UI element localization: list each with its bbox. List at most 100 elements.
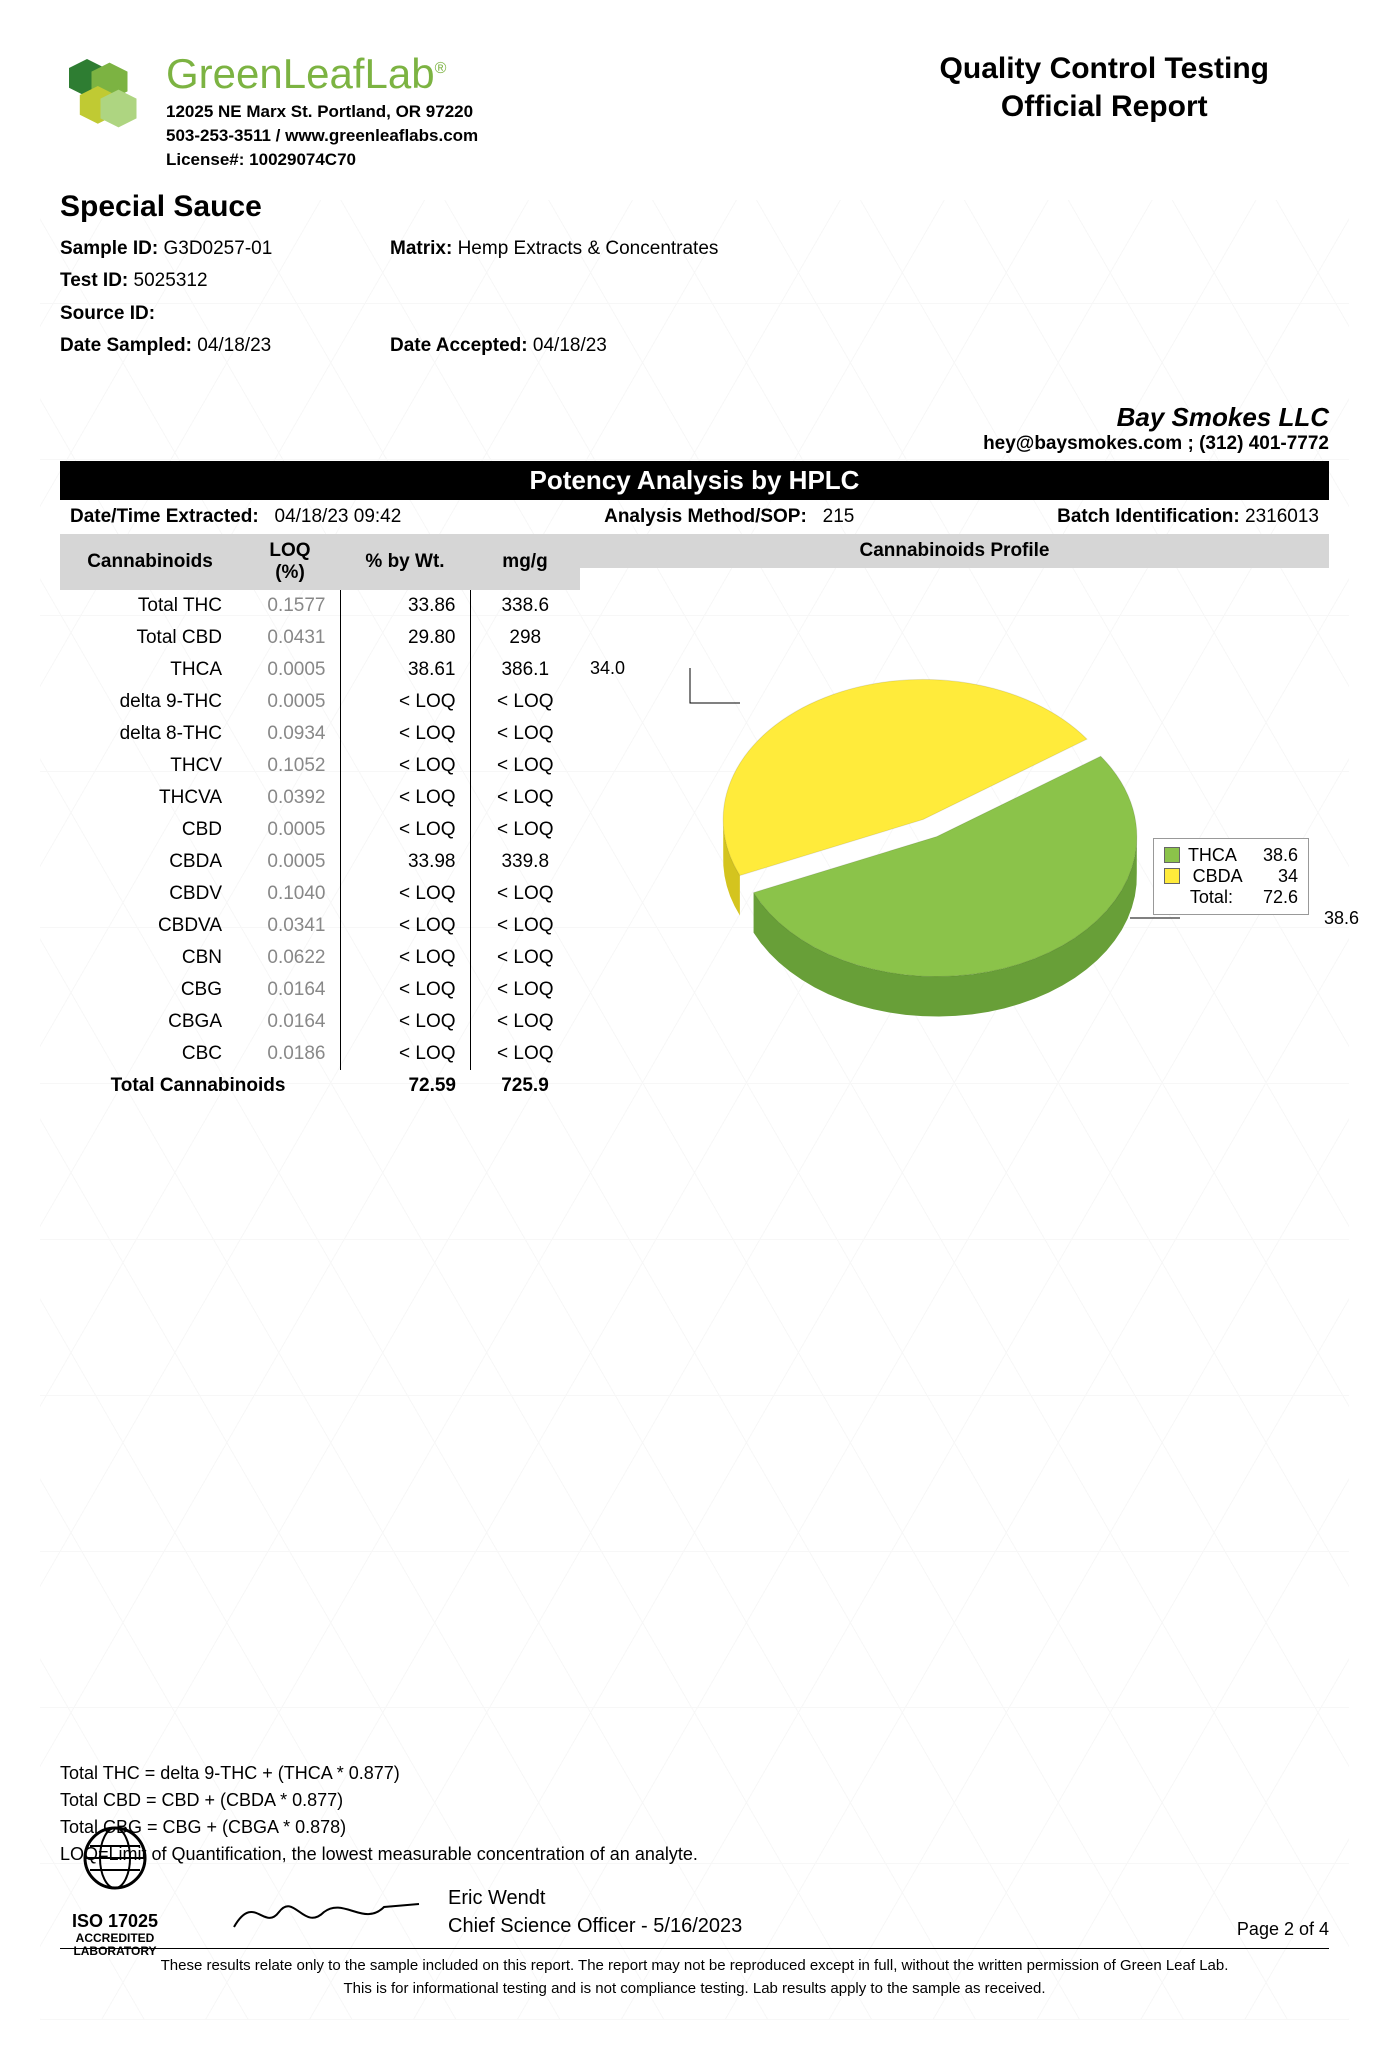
cell-loq: 0.0186 xyxy=(240,1038,340,1070)
cell-name: CBC xyxy=(60,1038,240,1070)
iso-accredited: ACCREDITED xyxy=(60,1932,170,1945)
date-accepted-value: 04/18/23 xyxy=(533,335,607,356)
test-id-label: Test ID: xyxy=(60,270,128,291)
cell-wt: < LOQ xyxy=(340,750,470,782)
cell-loq: 0.1577 xyxy=(240,590,340,622)
table-row: delta 8-THC0.0934< LOQ< LOQ xyxy=(60,718,580,750)
formula-thc: Total THC = delta 9-THC + (THCA * 0.877) xyxy=(60,1760,1329,1787)
cell-wt: < LOQ xyxy=(340,878,470,910)
cell-mgg: < LOQ xyxy=(470,878,580,910)
client-contact: hey@baysmokes.com ; (312) 401-7772 xyxy=(60,433,1329,455)
table-row: CBGA0.0164< LOQ< LOQ xyxy=(60,1006,580,1038)
disclaimer: These results relate only to the sample … xyxy=(60,1955,1329,2000)
cell-wt: < LOQ xyxy=(340,1038,470,1070)
table-row-total: Total Cannabinoids72.59725.9 xyxy=(60,1070,580,1102)
cell-wt: 29.80 xyxy=(340,622,470,654)
cell-name: delta 8-THC xyxy=(60,718,240,750)
sample-id-value: G3D0257-01 xyxy=(163,238,272,259)
table-row: CBDVA0.0341< LOQ< LOQ xyxy=(60,910,580,942)
license-value: 10029074C70 xyxy=(249,150,356,169)
table-row: THCV0.1052< LOQ< LOQ xyxy=(60,750,580,782)
table-row: CBN0.0622< LOQ< LOQ xyxy=(60,942,580,974)
signer-title: Chief Science Officer - 5/16/2023 xyxy=(448,1912,742,1940)
cell-mgg: < LOQ xyxy=(470,718,580,750)
iso-laboratory: LABORATORY xyxy=(60,1945,170,1958)
cell-wt: < LOQ xyxy=(340,1006,470,1038)
cell-mgg: < LOQ xyxy=(470,910,580,942)
table-row: Total THC0.157733.86338.6 xyxy=(60,590,580,622)
cell-wt: 33.98 xyxy=(340,846,470,878)
cell-loq: 0.0005 xyxy=(240,814,340,846)
cell-mgg: < LOQ xyxy=(470,942,580,974)
brand-leaf: Leaf xyxy=(283,50,365,97)
signature-icon xyxy=(224,1882,424,1942)
cell-name: THCA xyxy=(60,654,240,686)
lab-address-line2: 503-253-3511 / www.greenleaflabs.com xyxy=(166,126,478,146)
profile-block: Cannabinoids Profile 34.0 38.6 THCA 38.6… xyxy=(580,534,1329,1128)
table-row: CBC0.0186< LOQ< LOQ xyxy=(60,1038,580,1070)
cell-loq: 0.0431 xyxy=(240,622,340,654)
client-block: Bay Smokes LLC hey@baysmokes.com ; (312)… xyxy=(60,402,1329,455)
cell-total-mgg: 725.9 xyxy=(470,1070,580,1102)
signer-info: Eric Wendt Chief Science Officer - 5/16/… xyxy=(448,1884,742,1940)
logo-block: GreenLeafLab® 12025 NE Marx St. Portland… xyxy=(60,50,478,170)
cell-name: THCVA xyxy=(60,782,240,814)
cell-name: CBN xyxy=(60,942,240,974)
cell-mgg: < LOQ xyxy=(470,1006,580,1038)
method-label: Analysis Method/SOP: xyxy=(604,506,807,527)
cell-wt: < LOQ xyxy=(340,782,470,814)
cell-mgg: < LOQ xyxy=(470,686,580,718)
brand-name: GreenLeafLab® xyxy=(166,50,478,98)
date-sampled-value: 04/18/23 xyxy=(197,335,271,356)
cell-name: CBDVA xyxy=(60,910,240,942)
formula-notes: Total THC = delta 9-THC + (THCA * 0.877)… xyxy=(60,1760,1329,1868)
table-row: Total CBD0.043129.80298 xyxy=(60,622,580,654)
report-title: Quality Control Testing Official Report xyxy=(940,50,1269,125)
cell-mgg: < LOQ xyxy=(470,782,580,814)
cell-loq: 0.0164 xyxy=(240,1006,340,1038)
cell-mgg: 338.6 xyxy=(470,590,580,622)
source-id-label: Source ID: xyxy=(60,303,155,324)
cell-wt: < LOQ xyxy=(340,686,470,718)
table-row: THCVA0.0392< LOQ< LOQ xyxy=(60,782,580,814)
signature-row: ISO 17025 ACCREDITED LABORATORY Eric Wen… xyxy=(60,1882,1329,1949)
pie-chart: 34.0 38.6 THCA 38.6 CBDA 34 xyxy=(580,568,1329,1128)
pie-callout-left: 34.0 xyxy=(590,658,625,679)
report-title-line1: Quality Control Testing xyxy=(940,50,1269,88)
cell-mgg: < LOQ xyxy=(470,1038,580,1070)
cell-mgg: < LOQ xyxy=(470,814,580,846)
lab-license: License#: 10029074C70 xyxy=(166,150,478,170)
legend-row-cbda: CBDA 34 xyxy=(1164,866,1298,887)
cell-wt: < LOQ xyxy=(340,910,470,942)
page-number: Page 2 of 4 xyxy=(1237,1919,1329,1940)
cell-name: CBDV xyxy=(60,878,240,910)
cell-wt: 33.86 xyxy=(340,590,470,622)
cell-wt: < LOQ xyxy=(340,718,470,750)
report-header: GreenLeafLab® 12025 NE Marx St. Portland… xyxy=(60,50,1329,170)
cell-wt: < LOQ xyxy=(340,974,470,1006)
sample-metadata: Sample ID: G3D0257-01 Matrix: Hemp Extra… xyxy=(60,234,1329,362)
disclaimer-line2: This is for informational testing and is… xyxy=(60,1978,1329,2001)
extracted-value: 04/18/23 09:42 xyxy=(275,506,402,527)
lab-address-line1: 12025 NE Marx St. Portland, OR 97220 xyxy=(166,102,478,122)
formula-cbd: Total CBD = CBD + (CBDA * 0.877) xyxy=(60,1787,1329,1814)
cell-name: THCV xyxy=(60,750,240,782)
method-value: 215 xyxy=(823,506,855,527)
th-wt: % by Wt. xyxy=(340,534,470,590)
batch-value: 2316013 xyxy=(1245,506,1319,527)
matrix-label: Matrix: xyxy=(390,238,452,259)
cell-name: CBGA xyxy=(60,1006,240,1038)
cell-loq: 0.0392 xyxy=(240,782,340,814)
brand-green: Green xyxy=(166,50,283,97)
report-title-line2: Official Report xyxy=(940,88,1269,126)
legend-label-thca: THCA xyxy=(1188,845,1237,866)
legend-row-total: Total: 72.6 xyxy=(1164,887,1298,908)
cell-name: Total CBD xyxy=(60,622,240,654)
hex-logo-icon xyxy=(60,50,150,140)
date-accepted-label: Date Accepted: xyxy=(390,335,528,356)
loq-note: LOQ=Limit of Quantification, the lowest … xyxy=(60,1841,1329,1868)
cell-total-name: Total Cannabinoids xyxy=(60,1070,340,1102)
pie-legend: THCA 38.6 CBDA 34 Total: 72.6 xyxy=(1153,838,1309,915)
legend-total-value: 72.6 xyxy=(1263,887,1298,908)
cell-name: CBD xyxy=(60,814,240,846)
